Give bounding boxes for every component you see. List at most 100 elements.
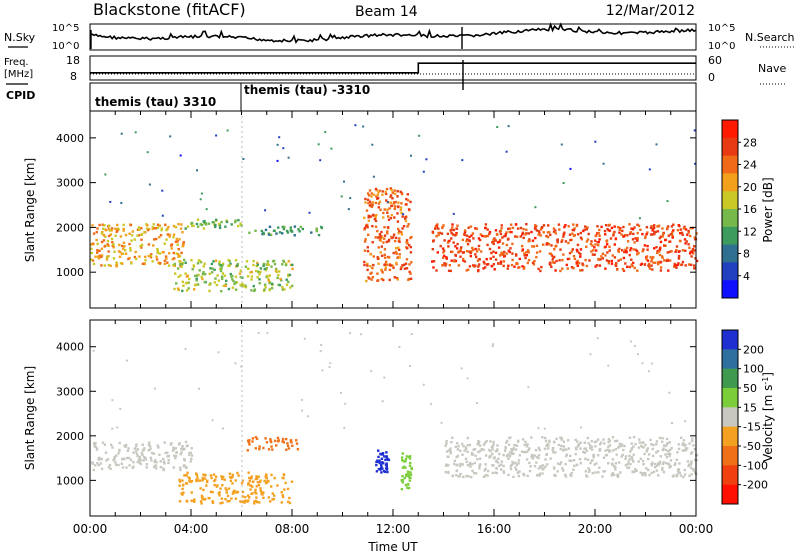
echo-cell — [229, 262, 232, 266]
scatter-cell — [264, 209, 267, 212]
echo-cell — [407, 223, 410, 226]
echo-cell — [666, 226, 669, 230]
echo-cell — [662, 231, 665, 235]
echo-cell — [676, 473, 679, 476]
echo-cell — [606, 448, 609, 451]
echo-cell — [673, 265, 676, 268]
echo-cell — [562, 440, 566, 443]
echo-cell — [552, 466, 556, 469]
echo-cell — [659, 266, 663, 269]
echo-cell — [448, 264, 451, 267]
echo-cell — [142, 459, 145, 462]
echo-cell — [384, 192, 388, 196]
echo-cell — [693, 236, 696, 239]
echo-cell — [120, 252, 124, 256]
echo-cell — [479, 233, 482, 236]
echo-cell — [219, 502, 222, 505]
echo-cell — [608, 444, 612, 447]
echo-cell — [144, 255, 147, 259]
echo-cell — [370, 195, 373, 198]
echo-cell — [616, 439, 619, 443]
scatter-cell — [278, 136, 281, 139]
echo-cell — [653, 224, 656, 227]
echo-cell — [637, 224, 641, 227]
echo-cell — [636, 269, 639, 272]
echo-cell — [386, 226, 390, 229]
echo-cell — [685, 240, 688, 243]
echo-cell — [675, 474, 678, 478]
echo-cell — [434, 227, 437, 230]
echo-cell — [447, 245, 450, 248]
echo-cell — [190, 491, 193, 494]
scatter-cell — [104, 173, 107, 176]
scatter-cell — [607, 364, 610, 367]
echo-cell — [538, 472, 541, 475]
echo-cell — [512, 452, 515, 455]
echo-cell — [368, 189, 372, 192]
echo-cell — [492, 464, 495, 467]
echo-cell — [262, 446, 265, 450]
echo-cell — [459, 464, 462, 468]
echo-cell — [694, 458, 697, 462]
echo-cell — [679, 474, 683, 477]
scatter-cell — [440, 421, 443, 424]
echo-cell — [678, 471, 681, 474]
echo-cell — [105, 258, 109, 261]
echo-cell — [587, 442, 590, 445]
echo-cell — [406, 473, 410, 476]
echo-cell — [254, 491, 257, 494]
echo-cell — [376, 272, 379, 275]
echo-cell — [249, 484, 252, 487]
echo-cell — [178, 484, 181, 487]
echo-cell — [195, 277, 198, 280]
echo-cell — [382, 211, 385, 215]
echo-cell — [147, 254, 150, 258]
echo-cell — [138, 255, 141, 258]
echo-cell — [365, 279, 368, 283]
echo-cell — [476, 458, 479, 461]
echo-cell — [287, 260, 290, 263]
echo-cell — [636, 223, 639, 226]
echo-cell — [689, 250, 692, 253]
echo-cell — [370, 202, 373, 205]
echo-cell — [96, 227, 99, 230]
echo-cell — [506, 267, 509, 270]
echo-cell — [519, 226, 523, 230]
echo-cell — [616, 268, 619, 271]
echo-cell — [655, 469, 658, 472]
scatter-cell — [460, 367, 463, 370]
echo-cell — [209, 474, 213, 477]
echo-cell — [267, 233, 271, 236]
echo-cell — [518, 257, 521, 261]
echo-cell — [163, 259, 167, 262]
echo-cell — [447, 269, 451, 272]
echo-cell — [405, 197, 408, 201]
noise-right-tick-bottom: 10^0 — [708, 41, 735, 52]
echo-cell — [455, 247, 459, 250]
echo-cell — [468, 461, 472, 465]
echo-cell — [436, 223, 439, 226]
y-tick-label: 3000 — [56, 385, 84, 398]
echo-cell — [104, 235, 107, 238]
echo-cell — [503, 235, 506, 238]
echo-cell — [143, 230, 146, 234]
echo-cell — [198, 269, 201, 272]
echo-cell — [501, 242, 505, 245]
echo-cell — [378, 233, 382, 236]
echo-cell — [109, 233, 112, 236]
echo-cell — [287, 447, 291, 450]
echo-cell — [565, 453, 568, 456]
y-tick-label: 2000 — [56, 221, 84, 234]
echo-cell — [221, 484, 224, 487]
echo-cell — [147, 243, 151, 246]
echo-cell — [495, 467, 498, 470]
scatter-cell — [602, 162, 605, 165]
echo-cell — [451, 474, 454, 478]
freq-panel-frame — [89, 55, 697, 81]
echo-cell — [398, 240, 401, 243]
echo-cell — [474, 253, 477, 256]
echo-cell — [250, 278, 253, 281]
echo-cell — [516, 440, 520, 443]
echo-cell — [385, 456, 388, 459]
